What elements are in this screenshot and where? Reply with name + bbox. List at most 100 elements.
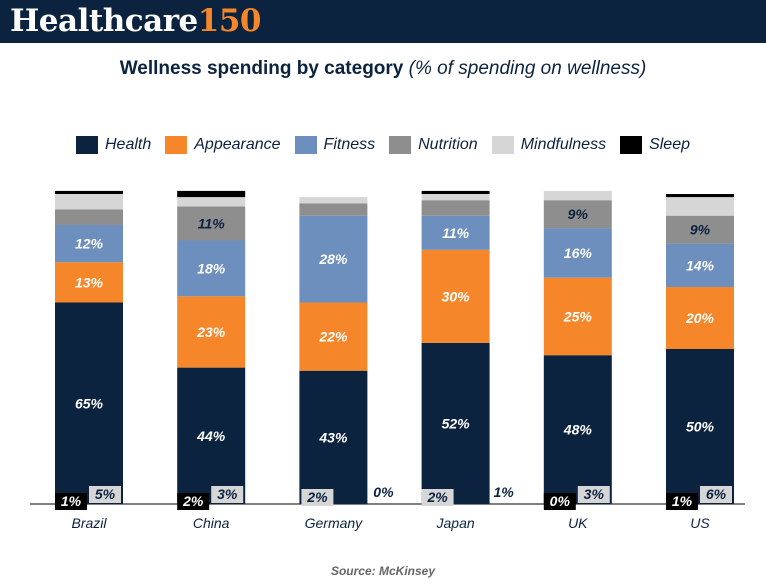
label-bg-us-sleep	[666, 493, 698, 510]
bar-us-appearance	[666, 287, 734, 349]
bar-china-fitness	[177, 240, 246, 297]
chart-subtitle: (% of spending on wellness)	[408, 58, 647, 79]
label-bg-uk-mindfulness	[577, 486, 610, 503]
legend-swatch-fitness	[294, 136, 317, 154]
label-bg-china-mindfulness	[211, 486, 244, 503]
legend-label-nutrition: Nutrition	[418, 136, 478, 153]
legend-swatch-health	[76, 136, 98, 154]
chart-title-main: Wellness spending by category	[119, 58, 404, 79]
data-label-brazil-fitness: 12%	[75, 236, 104, 252]
bar-china-appearance	[177, 296, 246, 368]
label-bg-brazil-mindfulness	[89, 486, 121, 503]
chart-legend: Health Appearance Fitness Nutrition Mindfuln…	[0, 136, 766, 154]
legend-label-sleep: Sleep	[649, 136, 690, 153]
data-label-uk-nutrition: 9%	[568, 206, 589, 222]
legend-label-health: Health	[105, 136, 152, 153]
bar-china-health	[177, 367, 246, 504]
bar-china-mindfulness	[177, 197, 246, 207]
data-label-china-appearance: 23%	[196, 324, 226, 340]
bar-us-fitness	[666, 243, 734, 287]
legend-item-sleep: Sleep	[620, 136, 690, 154]
bar-brazil-appearance	[55, 262, 123, 303]
data-label-uk-mindfulness: 3%	[584, 486, 605, 502]
data-label-japan-appearance: 30%	[442, 288, 471, 304]
data-label-brazil-sleep: 1%	[61, 493, 82, 509]
bar-germany-nutrition	[299, 203, 368, 216]
data-label-germany-sleep: 0%	[373, 484, 394, 500]
legend-item-nutrition: Nutrition	[389, 136, 478, 154]
bar-brazil-nutrition	[55, 209, 123, 225]
data-label-germany-health: 43%	[318, 429, 348, 445]
bar-brazil-sleep	[55, 190, 123, 194]
data-label-brazil-appearance: 13%	[75, 274, 104, 290]
bar-germany-fitness	[299, 215, 368, 303]
data-label-uk-sleep: 0%	[550, 493, 571, 509]
label-bg-brazil-sleep	[55, 493, 87, 510]
bar-china-nutrition	[177, 206, 246, 241]
data-label-uk-health: 48%	[563, 422, 593, 438]
bar-brazil-mindfulness	[55, 194, 123, 210]
bar-japan-health	[421, 342, 490, 504]
legend-label-fitness: Fitness	[323, 136, 376, 153]
data-label-germany-mindfulness: 2%	[306, 489, 328, 505]
bar-us-health	[666, 349, 734, 504]
data-label-germany-fitness: 28%	[318, 251, 348, 267]
label-bg-japan-mindfulness	[421, 489, 454, 506]
bar-uk-health	[543, 355, 612, 504]
bar-germany-appearance	[299, 302, 368, 371]
legend-swatch-sleep	[620, 136, 643, 154]
data-label-us-fitness: 14%	[686, 257, 715, 273]
bar-uk-nutrition	[543, 200, 612, 229]
x-tick-label-china: China	[193, 515, 230, 531]
bar-japan-mindfulness	[421, 194, 490, 201]
bar-germany-mindfulness	[299, 197, 368, 204]
data-label-us-appearance: 20%	[685, 310, 715, 326]
logo-number: 150	[197, 3, 262, 39]
bar-germany-health	[299, 370, 368, 504]
legend-item-health: Health	[76, 136, 151, 154]
data-label-china-sleep: 2%	[182, 493, 204, 509]
bar-uk-fitness	[543, 228, 612, 278]
bar-uk-appearance	[543, 277, 612, 356]
label-bg-us-mindfulness	[700, 486, 732, 503]
data-label-us-mindfulness: 6%	[706, 486, 727, 502]
bar-brazil-fitness	[55, 225, 123, 263]
x-tick-label-uk: UK	[568, 515, 588, 531]
data-label-brazil-mindfulness: 5%	[95, 486, 116, 502]
bar-us-sleep	[666, 194, 734, 198]
legend-item-mindfulness: Mindfulness	[491, 136, 606, 154]
label-bg-uk-sleep	[543, 493, 576, 510]
data-label-brazil-health: 65%	[75, 395, 104, 411]
x-tick-label-brazil: Brazil	[71, 515, 107, 531]
bar-us-mindfulness	[666, 197, 734, 216]
stacked-bar-chart: 65% 13% 12% 5% 5% 1% Brazil 44% 23% 18% 11% 3% 2% Chi…	[30, 190, 745, 531]
x-tick-label-germany: Germany	[305, 515, 364, 531]
data-label-china-mindfulness: 3%	[217, 486, 238, 502]
data-label-china-health: 44%	[196, 428, 226, 444]
bar-us-nutrition	[666, 215, 734, 244]
data-label-japan-health: 52%	[442, 415, 471, 431]
bar-japan-fitness	[421, 215, 490, 250]
chart-title: Wellness spending by category (% of spen…	[0, 58, 766, 80]
legend-swatch-appearance	[165, 136, 188, 154]
data-label-uk-appearance: 25%	[563, 308, 593, 324]
bar-uk-mindfulness	[543, 190, 612, 201]
data-label-germany-nutrition: 4%	[338, 479, 360, 495]
bar-japan-sleep	[421, 190, 490, 194]
logo-word: Healthcare	[10, 3, 198, 39]
data-label-us-sleep: 1%	[672, 493, 693, 509]
data-label-china-fitness: 18%	[197, 260, 226, 276]
healthcare150-logo: Healthcare150	[10, 1, 261, 41]
data-label-germany-appearance: 22%	[318, 329, 348, 345]
label-bg-germany-mindfulness	[301, 489, 334, 506]
bar-japan-appearance	[421, 249, 490, 343]
data-label-japan-mindfulness: 2%	[426, 489, 448, 505]
header-bar: Healthcare150	[0, 0, 766, 43]
bar-china-sleep	[177, 190, 246, 198]
data-label-uk-fitness: 16%	[564, 245, 593, 261]
data-label-us-nutrition: 9%	[690, 222, 711, 238]
legend-item-fitness: Fitness	[294, 136, 376, 154]
data-label-china-nutrition: 11%	[198, 215, 226, 231]
legend-item-appearance: Appearance	[165, 136, 281, 154]
x-tick-label-us: US	[690, 515, 710, 531]
